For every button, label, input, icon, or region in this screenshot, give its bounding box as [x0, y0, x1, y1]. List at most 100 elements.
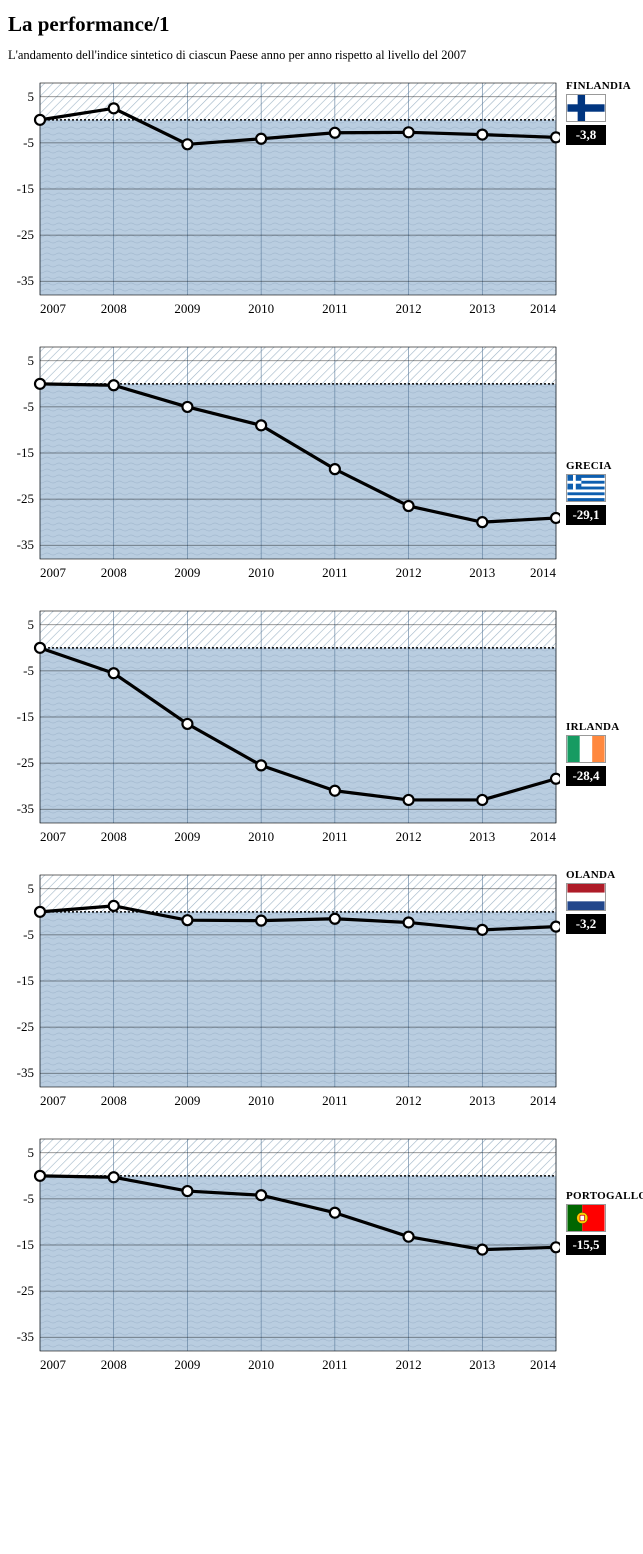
y-tick-label: -35 — [17, 537, 34, 552]
y-tick-label: -15 — [17, 973, 34, 988]
data-marker — [404, 128, 414, 138]
x-tick-label: 2011 — [322, 301, 348, 316]
x-tick-label: 2008 — [101, 1093, 127, 1108]
data-marker — [477, 795, 487, 805]
data-marker — [35, 115, 45, 125]
x-tick-label: 2013 — [469, 1093, 495, 1108]
x-tick-label: 2007 — [40, 301, 67, 316]
x-tick-label: 2014 — [530, 1093, 557, 1108]
y-tick-label: 5 — [28, 89, 35, 104]
x-tick-label: 2007 — [40, 565, 67, 580]
x-tick-label: 2009 — [174, 301, 200, 316]
x-tick-label: 2013 — [469, 565, 495, 580]
x-tick-label: 2011 — [322, 1093, 348, 1108]
value-badge: -28,4 — [566, 766, 606, 786]
y-tick-label: -25 — [17, 755, 34, 770]
y-tick-label: -5 — [23, 1191, 34, 1206]
charts-container: 5 -5 -15 -25 -35 2007 2008 2009 2010 2011 2012 2013… — [8, 77, 635, 1375]
x-tick-label: 2007 — [40, 1357, 67, 1372]
country-name: OLANDA — [566, 869, 643, 881]
country-side-panel: GRECIA -29,1 — [566, 460, 643, 525]
country-side-panel: FINLANDIA -3,8 — [566, 80, 643, 145]
x-tick-label: 2011 — [322, 829, 348, 844]
data-marker — [35, 907, 45, 917]
data-marker — [330, 464, 340, 474]
data-marker — [182, 719, 192, 729]
data-marker — [109, 381, 119, 391]
data-marker — [182, 915, 192, 925]
chart-svg: 5-5-15-25-352007200820092010201120122013… — [8, 77, 560, 319]
data-marker — [182, 402, 192, 412]
country-side-panel: IRLANDA-28,4 — [566, 721, 643, 786]
data-marker — [256, 916, 266, 926]
data-marker — [551, 922, 560, 932]
data-marker — [109, 901, 119, 911]
page-title: La performance/1 — [8, 12, 635, 37]
y-tick-label: -15 — [17, 181, 34, 196]
x-tick-label: 2011 — [322, 565, 348, 580]
value-badge: -3,8 — [566, 125, 606, 145]
x-tick-label: 2008 — [101, 301, 127, 316]
value-badge: -3,2 — [566, 914, 606, 934]
country-flag — [566, 1204, 606, 1232]
chart-panel: 5-5-15-25-352007200820092010201120122013… — [8, 605, 635, 847]
x-tick-label: 2009 — [174, 565, 200, 580]
x-tick-label: 2010 — [248, 565, 274, 580]
y-tick-label: -5 — [23, 927, 34, 942]
data-marker — [404, 795, 414, 805]
y-tick-label: -15 — [17, 445, 34, 460]
y-tick-label: -15 — [17, 1237, 34, 1252]
data-marker — [477, 925, 487, 935]
data-marker — [477, 1245, 487, 1255]
x-tick-label: 2012 — [396, 1357, 422, 1372]
data-marker — [35, 643, 45, 653]
data-marker — [330, 914, 340, 924]
y-tick-label: -15 — [17, 709, 34, 724]
x-tick-label: 2009 — [174, 829, 200, 844]
x-tick-label: 2010 — [248, 1357, 274, 1372]
chart-svg: 5-5-15-25-352007200820092010201120122013… — [8, 341, 560, 583]
data-marker — [109, 104, 119, 114]
y-tick-label: -25 — [17, 1283, 34, 1298]
x-tick-label: 2014 — [530, 301, 557, 316]
country-side-panel: OLANDA -3,2 — [566, 869, 643, 934]
chart-panel: 5-5-15-25-352007200820092010201120122013… — [8, 869, 635, 1111]
data-marker — [404, 1232, 414, 1242]
country-flag — [566, 94, 606, 122]
chart-svg: 5-5-15-25-352007200820092010201120122013… — [8, 1133, 560, 1375]
value-badge: -15,5 — [566, 1235, 606, 1255]
y-tick-label: 5 — [28, 617, 35, 632]
data-marker — [256, 421, 266, 431]
x-tick-label: 2008 — [101, 565, 127, 580]
chart-panel: 5-5-15-25-352007200820092010201120122013… — [8, 341, 635, 583]
x-tick-label: 2009 — [174, 1093, 200, 1108]
value-badge: -29,1 — [566, 505, 606, 525]
data-marker — [182, 1186, 192, 1196]
x-tick-label: 2012 — [396, 565, 422, 580]
data-marker — [256, 134, 266, 144]
data-marker — [182, 140, 192, 150]
data-marker — [404, 918, 414, 928]
y-tick-label: -25 — [17, 227, 34, 242]
country-name: FINLANDIA — [566, 80, 643, 92]
x-tick-label: 2008 — [101, 829, 127, 844]
data-marker — [35, 379, 45, 389]
country-name: PORTOGALLO — [566, 1190, 643, 1202]
data-marker — [256, 1190, 266, 1200]
y-tick-label: -25 — [17, 1019, 34, 1034]
y-tick-label: 5 — [28, 1145, 35, 1160]
x-tick-label: 2010 — [248, 829, 274, 844]
country-flag — [566, 883, 606, 911]
data-marker — [477, 517, 487, 527]
x-tick-label: 2007 — [40, 829, 67, 844]
y-tick-label: -25 — [17, 491, 34, 506]
x-tick-label: 2013 — [469, 829, 495, 844]
x-tick-label: 2013 — [469, 301, 495, 316]
country-name: GRECIA — [566, 460, 643, 472]
data-marker — [330, 1208, 340, 1218]
y-tick-label: 5 — [28, 881, 35, 896]
data-marker — [404, 501, 414, 511]
x-tick-label: 2009 — [174, 1357, 200, 1372]
data-marker — [35, 1171, 45, 1181]
x-tick-label: 2013 — [469, 1357, 495, 1372]
